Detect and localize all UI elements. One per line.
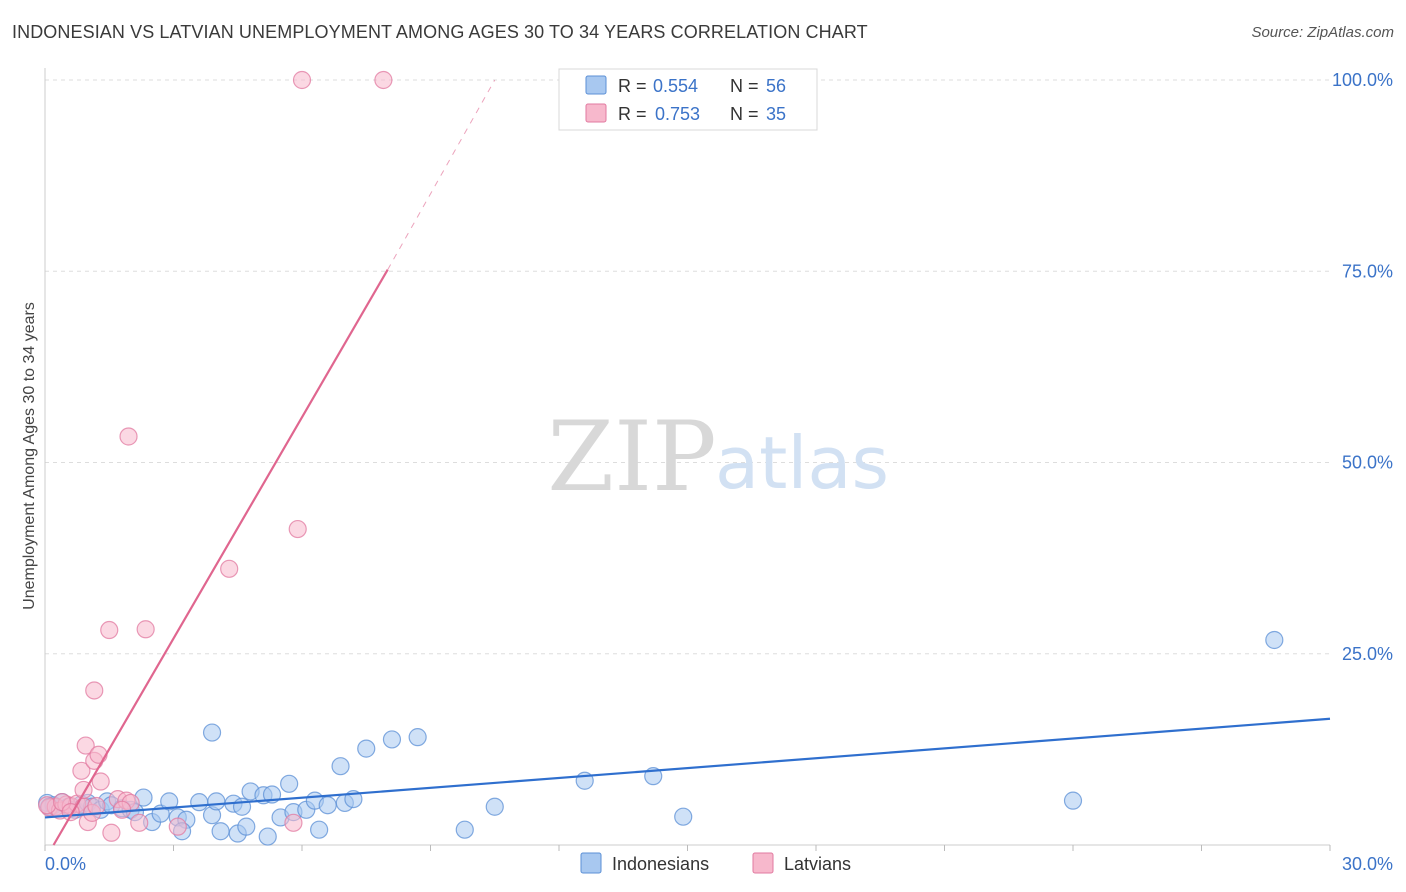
indonesians-point-29 [237,817,256,836]
stats-r-value-indonesians: 0.554 [653,76,698,96]
trend-line-indonesians [44,717,1331,819]
latvians-points [38,70,393,842]
stats-n-value-latvians: 35 [766,104,786,124]
y-tick-label-3: 100.0% [1332,70,1393,90]
indonesians-point-51 [674,807,693,826]
indonesians-point-22 [190,793,209,812]
axis-layer [44,68,1331,851]
y-tick-label-2: 75.0% [1342,261,1393,281]
latvians-point-9 [87,796,106,816]
watermark-atlas: atlas [715,421,889,505]
latvians-point-14 [89,745,108,764]
series-legend: Indonesians Latvians [580,852,851,874]
stats-legend-swatch-latvians [585,103,607,123]
legend-swatch-latvians [752,852,774,874]
indonesians-point-32 [258,827,277,846]
latvians-point-26 [288,519,307,539]
trend-line-extension-latvians [387,79,496,270]
indonesians-point-53 [1063,791,1083,810]
stats-legend: R = 0.554 N = 56 R = 0.753 N = 35 [558,68,818,131]
latvians-point-16 [102,823,121,842]
y-tick-labels: 25.0% 50.0% 75.0% 100.0% [1332,70,1393,664]
x-tick-label-0: 0.0% [45,854,86,874]
latvians-point-11 [72,761,91,780]
stats-n-label-indonesians: N = [730,76,759,96]
latvians-point-27 [292,70,312,90]
y-tick-label-0: 25.0% [1342,644,1393,664]
legend-swatch-indonesians [580,852,602,874]
indonesians-point-46 [408,728,427,747]
stats-r-label-latvians: R = [618,104,647,124]
trend-line-latvians [52,269,389,846]
chart-title: INDONESIAN VS LATVIAN UNEMPLOYMENT AMONG… [12,22,868,42]
indonesians-point-18 [160,792,179,811]
indonesians-point-48 [485,797,504,816]
latvians-point-19 [130,813,149,832]
watermark: ZIP atlas [547,401,889,513]
stats-r-label-indonesians: R = [618,76,647,96]
latvians-point-29 [85,681,104,700]
latvians-point-23 [168,817,187,836]
trend-lines [44,79,1331,846]
stats-r-value-latvians: 0.753 [655,104,700,124]
indonesians-point-39 [310,820,329,839]
latvians-point-31 [38,796,57,815]
watermark-zip: ZIP [547,401,716,513]
latvians-point-20 [119,427,138,446]
stats-n-value-indonesians: 56 [766,76,786,96]
x-tick-labels: 0.0% 30.0% [45,854,1393,874]
indonesians-point-24 [207,792,226,811]
indonesians-point-47 [455,820,474,839]
indonesians-point-45 [382,730,402,749]
legend-label-indonesians: Indonesians [612,854,709,874]
y-axis-title: Unemployment Among Ages 30 to 34 years [21,302,38,610]
legend-label-latvians: Latvians [784,854,851,874]
latvians-point-22 [136,620,155,639]
latvians-point-12 [76,736,95,755]
y-tick-label-1: 50.0% [1342,453,1393,473]
stats-legend-swatch-indonesians [585,75,607,95]
source-label: Source: ZipAtlas.com [1251,24,1394,41]
indonesians-point-25 [211,822,230,841]
latvians-point-28 [374,70,393,90]
latvians-point-24 [220,559,239,578]
x-tick-label-1: 30.0% [1342,854,1393,874]
indonesians-point-35 [280,774,299,793]
indonesians-point-41 [331,757,350,776]
indonesians-points [38,630,1284,846]
latvians-point-25 [284,813,303,832]
indonesians-point-52 [202,723,222,742]
latvians-point-15 [91,772,110,791]
indonesians-point-44 [357,739,376,758]
latvians-point-21 [100,620,119,640]
indonesians-point-54 [1265,630,1284,650]
indonesians-point-40 [318,796,337,815]
stats-n-label-latvians: N = [730,104,759,124]
latvians-point-34 [112,800,132,819]
